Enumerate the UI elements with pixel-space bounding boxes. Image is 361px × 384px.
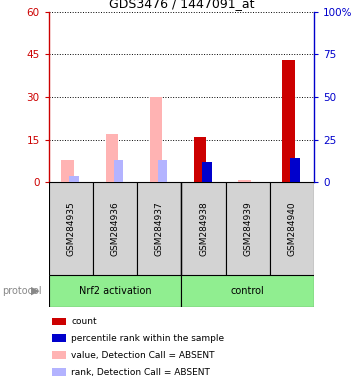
Text: percentile rank within the sample: percentile rank within the sample: [71, 334, 225, 343]
Text: count: count: [71, 317, 97, 326]
Text: value, Detection Call = ABSENT: value, Detection Call = ABSENT: [71, 351, 215, 360]
Bar: [150, 97, 162, 182]
Bar: [105, 134, 118, 182]
Bar: [93, 182, 137, 275]
Bar: [181, 182, 226, 275]
Text: control: control: [231, 286, 265, 296]
Text: ▶: ▶: [31, 286, 39, 296]
Bar: [226, 182, 270, 275]
Bar: [181, 275, 314, 307]
Bar: [194, 137, 206, 182]
Text: GSM284940: GSM284940: [287, 201, 296, 256]
Title: GDS3476 / 1447091_at: GDS3476 / 1447091_at: [109, 0, 254, 10]
Bar: [290, 159, 300, 182]
Text: GSM284939: GSM284939: [243, 201, 252, 256]
Bar: [202, 162, 212, 182]
Bar: [61, 160, 74, 182]
Text: GSM284936: GSM284936: [110, 201, 119, 256]
Bar: [282, 60, 295, 182]
Text: GSM284935: GSM284935: [66, 201, 75, 256]
Bar: [158, 160, 168, 182]
Bar: [270, 182, 314, 275]
Bar: [238, 180, 251, 182]
Text: rank, Detection Call = ABSENT: rank, Detection Call = ABSENT: [71, 367, 210, 377]
Bar: [137, 182, 182, 275]
Text: GSM284938: GSM284938: [199, 201, 208, 256]
Bar: [113, 160, 123, 182]
Text: protocol: protocol: [2, 286, 42, 296]
Bar: [49, 275, 181, 307]
Text: Nrf2 activation: Nrf2 activation: [79, 286, 151, 296]
Bar: [69, 175, 79, 182]
Bar: [49, 182, 93, 275]
Text: GSM284937: GSM284937: [155, 201, 164, 256]
